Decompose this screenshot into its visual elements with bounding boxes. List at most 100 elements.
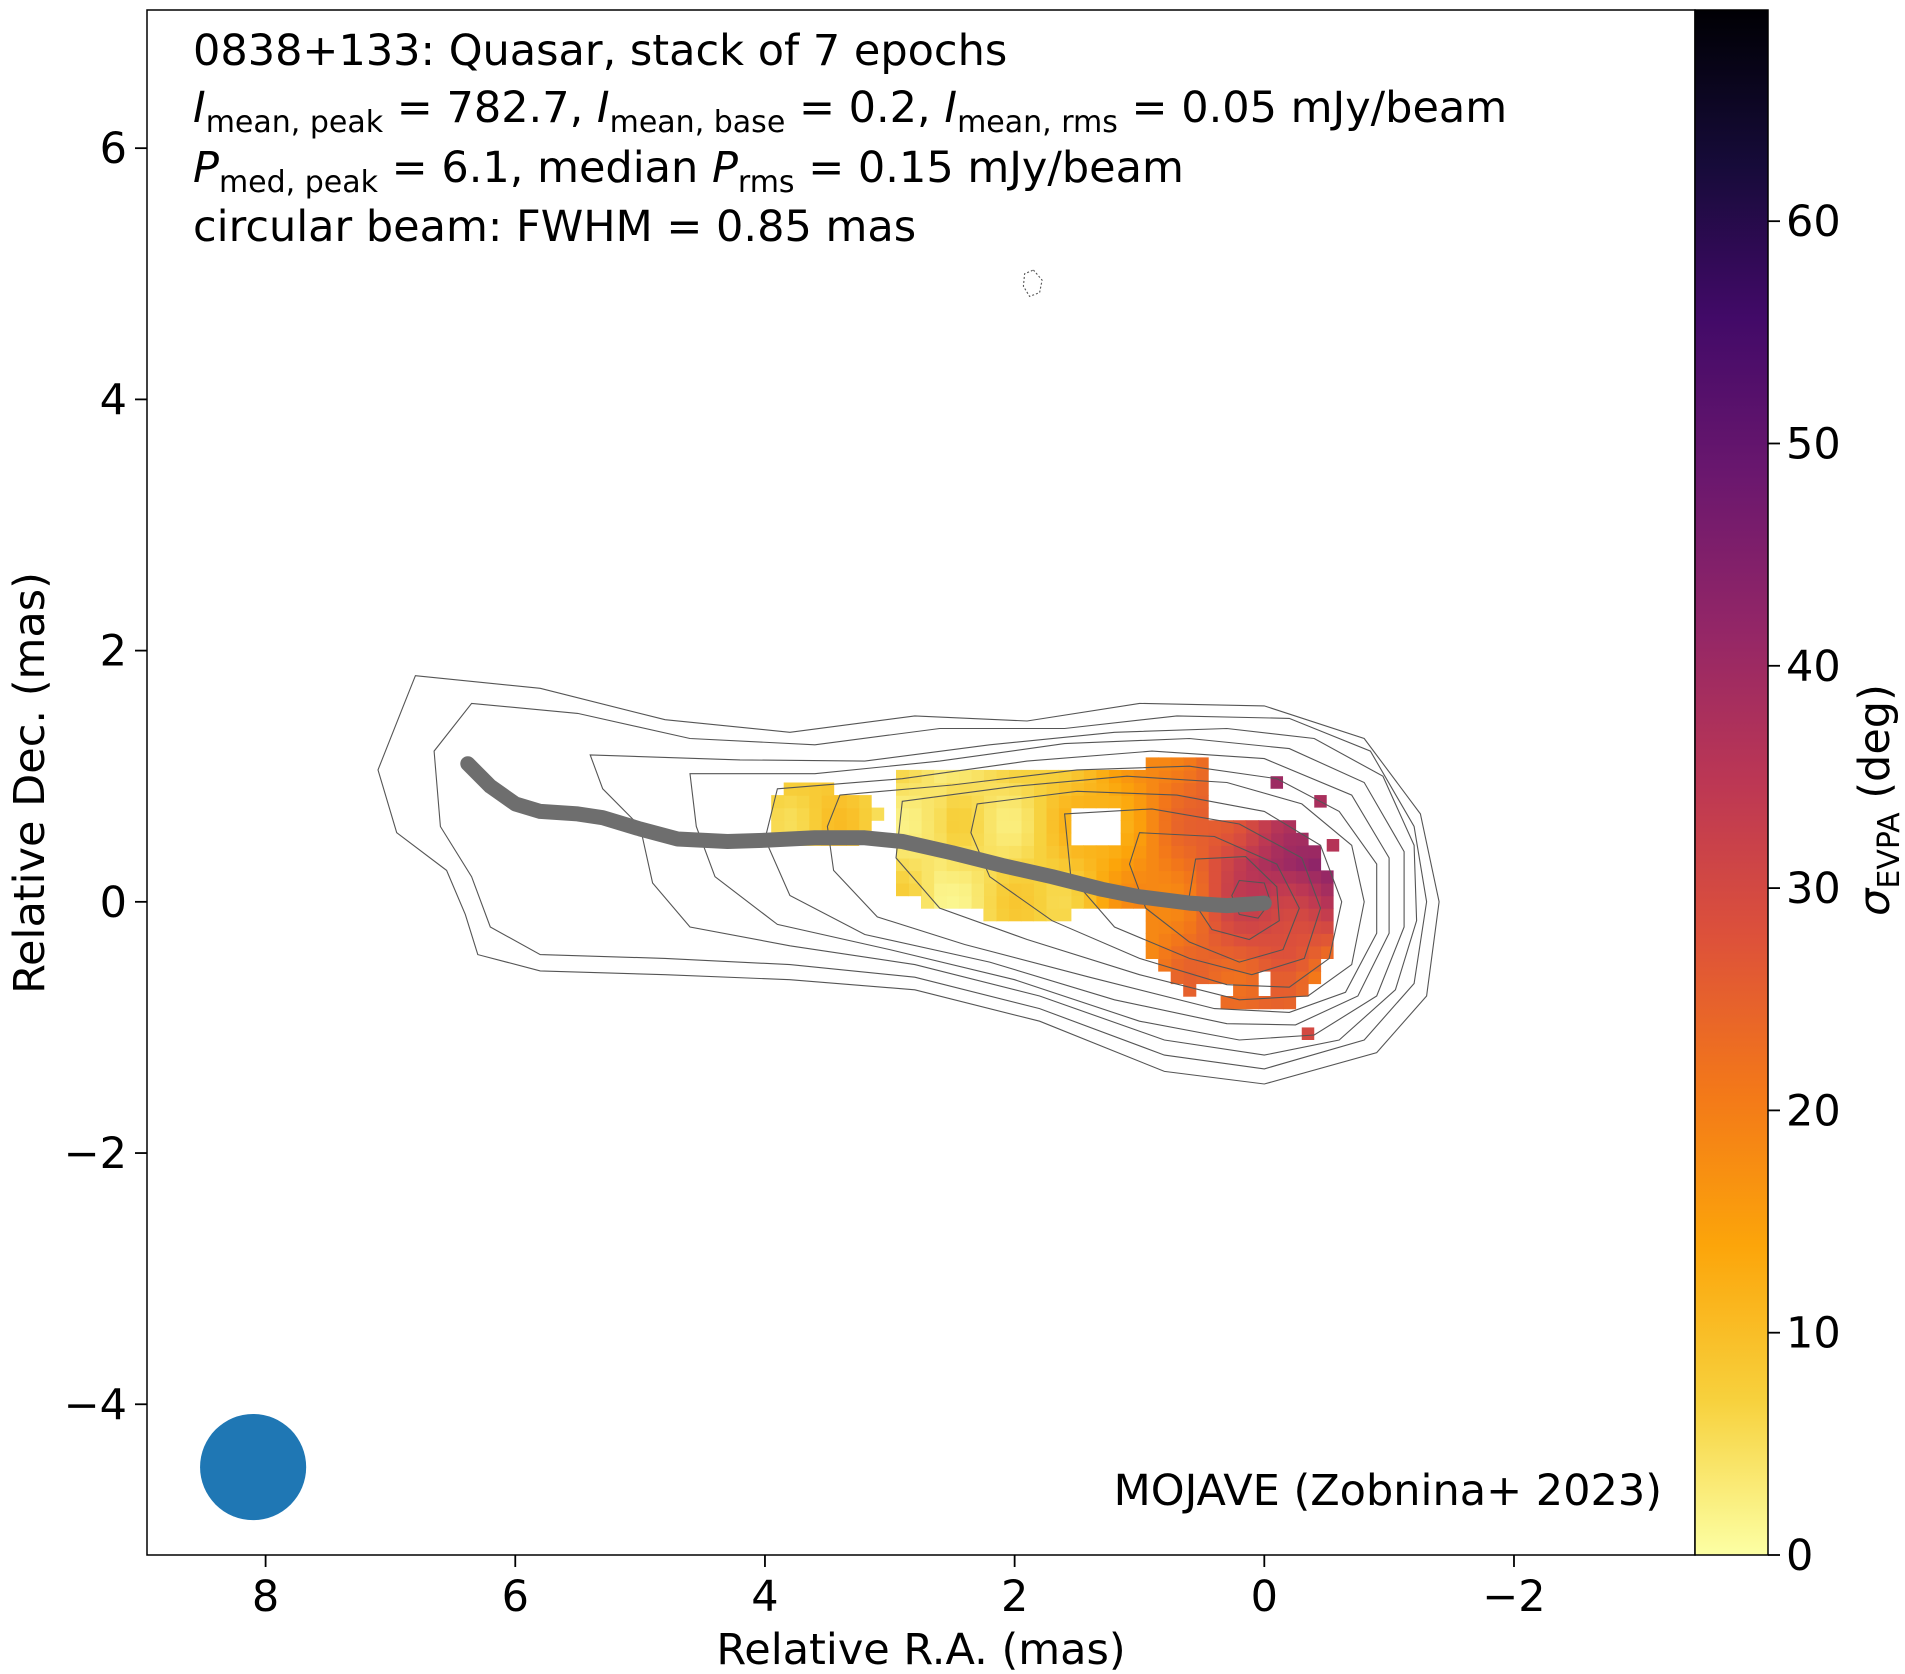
heatmap-cell — [1183, 920, 1197, 934]
p-peak-subscript: med, peak — [219, 165, 379, 200]
colorbar-tick-label: 10 — [1786, 1309, 1841, 1359]
heatmap-cell — [1145, 945, 1159, 959]
heatmap-cell — [1283, 970, 1297, 985]
heatmap-cell — [1170, 883, 1184, 897]
heatmap-cell — [1145, 920, 1159, 934]
credit-label: MOJAVE (Zobnina+ 2023) — [1114, 1466, 1662, 1516]
y-tick-label: 0 — [100, 878, 127, 928]
heatmap-cell — [1133, 870, 1147, 884]
heatmap-cell — [1245, 845, 1259, 859]
heatmap-cell — [796, 807, 810, 821]
heatmap-cell — [833, 795, 847, 809]
heatmap-cell — [908, 795, 922, 809]
heatmap-cell — [1183, 820, 1197, 834]
heatmap-cell — [983, 795, 997, 809]
heatmap-cell — [921, 895, 935, 909]
heatmap-cell — [1283, 958, 1297, 972]
heatmap-cell — [1020, 832, 1034, 846]
heatmap-cell — [1308, 908, 1322, 922]
heatmap-cell — [1195, 782, 1209, 796]
heatmap-cell — [1045, 782, 1059, 796]
heatmap-cell — [958, 769, 972, 784]
heatmap-cell — [983, 895, 997, 909]
heatmap-cell — [983, 883, 997, 897]
heatmap-cell — [808, 807, 822, 821]
heatmap-cell — [833, 820, 847, 834]
heatmap-cell — [958, 870, 972, 884]
heatmap-cell — [1170, 782, 1184, 796]
heatmap-cell — [1145, 933, 1159, 947]
heatmap-cell — [1058, 820, 1072, 834]
heatmap-cell — [1283, 857, 1297, 872]
heatmap-cell — [958, 832, 972, 846]
heatmap-cell — [1295, 920, 1309, 934]
heatmap-cell — [783, 795, 797, 809]
heatmap-cell — [1320, 933, 1334, 947]
heatmap-cell — [1258, 945, 1272, 959]
heatmap-cell — [1045, 883, 1059, 897]
heatmap-cell — [1145, 870, 1159, 884]
heatmap-cell — [1183, 870, 1197, 884]
heatmap-cell — [1220, 996, 1234, 1010]
heatmap-cell — [1020, 820, 1034, 834]
i-base-value: = 0.2, — [785, 83, 944, 133]
heatmap-cell — [1083, 857, 1097, 872]
heatmap-cell — [933, 895, 947, 909]
heatmap-cell — [1220, 958, 1234, 972]
heatmap-cell — [1145, 857, 1159, 872]
heatmap-cell — [1145, 757, 1159, 771]
heatmap-cell — [908, 870, 922, 884]
heatmap-cell — [970, 870, 984, 884]
heatmap-cell — [970, 795, 984, 809]
heatmap-cell — [970, 895, 984, 909]
heatmap-cell — [1058, 908, 1072, 922]
heatmap-cell — [958, 807, 972, 821]
heatmap-cell — [1108, 857, 1122, 872]
heatmap-cell — [1070, 895, 1084, 909]
annotation-line-1: 0838+133: Quasar, stack of 7 epochs — [193, 26, 1007, 76]
colorbar: 0 10 20 30 40 50 60 σEVPA (deg) — [1694, 9, 1905, 1581]
heatmap-cell — [933, 870, 947, 884]
i-rms-subscript: mean, rms — [957, 105, 1118, 140]
heatmap-cell — [946, 795, 960, 809]
heatmap-cell — [1145, 820, 1159, 834]
heatmap-cell — [1170, 820, 1184, 834]
heatmap-cell — [783, 807, 797, 821]
colorbar-tick-label: 50 — [1786, 419, 1841, 469]
polarization-heatmap — [771, 757, 1340, 1040]
heatmap-cell — [1195, 857, 1209, 872]
heatmap-cell — [995, 820, 1009, 834]
contour-level — [433, 702, 1428, 1070]
heatmap-cell — [1195, 820, 1209, 834]
heatmap-cell — [1220, 870, 1234, 884]
heatmap-cell — [946, 832, 960, 846]
heatmap-cell — [1133, 857, 1147, 872]
heatmap-cell — [1170, 769, 1184, 784]
heatmap-cell — [1283, 933, 1297, 947]
heatmap-cell — [933, 769, 947, 784]
heatmap-cell — [771, 807, 785, 821]
x-tick-label: 6 — [502, 1572, 529, 1622]
heatmap-cell — [1308, 870, 1322, 884]
heatmap-cell — [1295, 883, 1309, 897]
heatmap-cell — [1145, 845, 1159, 859]
heatmap-cell — [1158, 795, 1172, 809]
y-tick-label: −4 — [64, 1380, 127, 1430]
heatmap-cell — [908, 820, 922, 834]
heatmap-cell — [1183, 807, 1197, 821]
heatmap-cell — [1070, 795, 1084, 809]
heatmap-cell — [1326, 839, 1340, 852]
heatmap-cell — [1170, 857, 1184, 872]
heatmap-cell — [921, 820, 935, 834]
heatmap-cell — [1295, 983, 1309, 997]
heatmap-cell — [896, 870, 910, 884]
heatmap-cell — [1270, 945, 1284, 959]
heatmap-cell — [983, 832, 997, 846]
heatmap-cell — [1308, 883, 1322, 897]
heatmap-cell — [1183, 769, 1197, 784]
heatmap-cell — [1233, 970, 1247, 985]
heatmap-cell — [896, 883, 910, 897]
heatmap-cell — [1283, 845, 1297, 859]
heatmap-cell — [958, 883, 972, 897]
heatmap-cell — [1320, 883, 1334, 897]
